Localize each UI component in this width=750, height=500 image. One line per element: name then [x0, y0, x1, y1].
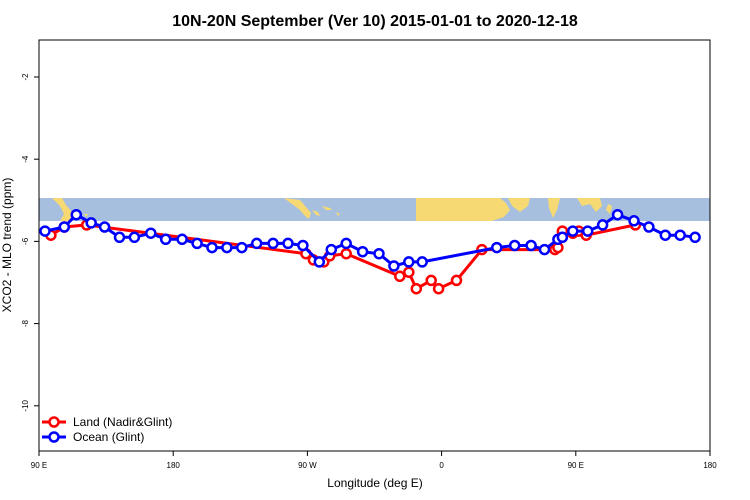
data-point [313, 256, 326, 268]
series-layer [39, 208, 701, 295]
data-point [85, 217, 97, 229]
data-point [674, 229, 686, 241]
world-map-strip [39, 198, 710, 221]
data-point [628, 215, 640, 227]
y-tick-label: -4 [21, 155, 30, 163]
y-tick-label: -10 [21, 399, 30, 411]
legend-label-ocean: Ocean (Glint) [73, 430, 144, 444]
data-point [432, 282, 445, 295]
data-point [267, 237, 279, 250]
data-point [340, 247, 352, 260]
data-point [373, 247, 385, 260]
data-point [403, 256, 415, 268]
data-point [596, 219, 609, 231]
x-tick-label: 180 [703, 461, 717, 470]
x-tick-label: 90 E [31, 461, 47, 470]
data-point [340, 237, 352, 250]
data-point [508, 239, 521, 252]
data-point [416, 256, 428, 268]
x-tick-label: 0 [439, 461, 444, 470]
data-point [58, 221, 71, 233]
data-point [206, 241, 218, 254]
data-point [491, 241, 503, 254]
map-land-arabia [508, 198, 530, 212]
y-tick-label: -6 [21, 237, 30, 245]
y-tick-label: -8 [21, 319, 30, 327]
y-axis-label: XCO2 - MLO trend (ppm) [0, 178, 14, 313]
data-point [581, 225, 594, 237]
map-land-pacific-islands [84, 214, 88, 217]
data-point [191, 237, 203, 250]
legend-marker-land [48, 416, 60, 428]
data-point [325, 243, 338, 256]
data-point [128, 231, 141, 244]
x-axis-label: Longitude (deg E) [327, 476, 422, 490]
x-tick-label: 180 [167, 461, 181, 470]
data-point [611, 208, 624, 221]
x-axis: 90 E 180 90 W 0 90 E 180 [31, 451, 717, 470]
data-point [538, 243, 551, 256]
data-point [98, 221, 111, 233]
y-axis: -2 -4 -6 -8 -10 [21, 73, 39, 412]
data-point [145, 227, 157, 239]
data-point [159, 233, 172, 246]
map-land-indochina [577, 198, 602, 212]
data-point [113, 231, 126, 244]
data-point [394, 270, 406, 283]
map-land-caribbean [322, 206, 340, 216]
data-point [659, 229, 672, 241]
data-point [176, 233, 188, 246]
data-point [425, 274, 437, 287]
data-point [403, 266, 415, 278]
data-point [282, 237, 294, 250]
data-point [450, 274, 463, 287]
map-land-philippines [606, 204, 612, 214]
data-point [525, 239, 537, 252]
data-point [556, 231, 569, 244]
legend: Land (Nadir&Glint) Ocean (Glint) [42, 415, 172, 444]
data-point [689, 231, 701, 244]
data-point [388, 260, 400, 272]
chart-title: 10N-20N September (Ver 10) 2015-01-01 to… [172, 13, 578, 30]
plot-frame [38, 39, 711, 452]
x-tick-label: 90 E [568, 461, 584, 470]
data-point [236, 241, 248, 254]
data-point [297, 239, 309, 252]
data-point [356, 245, 369, 258]
x-tick-label: 90 W [298, 461, 317, 470]
map-land-central-america [284, 198, 320, 219]
data-point [567, 225, 579, 237]
map-land-africa [416, 198, 510, 221]
y-tick-label: -2 [21, 73, 30, 81]
map-land-southeast-asia [52, 198, 72, 221]
legend-marker-ocean [48, 431, 60, 443]
data-point [70, 208, 83, 221]
data-point [39, 225, 51, 237]
legend-label-land: Land (Nadir&Glint) [73, 415, 172, 429]
data-point [410, 282, 423, 295]
map-land-india [548, 198, 560, 218]
data-point [221, 241, 233, 254]
data-point [643, 221, 655, 233]
map-ocean [39, 198, 710, 221]
data-point [250, 237, 263, 250]
series-ocean [39, 208, 701, 272]
